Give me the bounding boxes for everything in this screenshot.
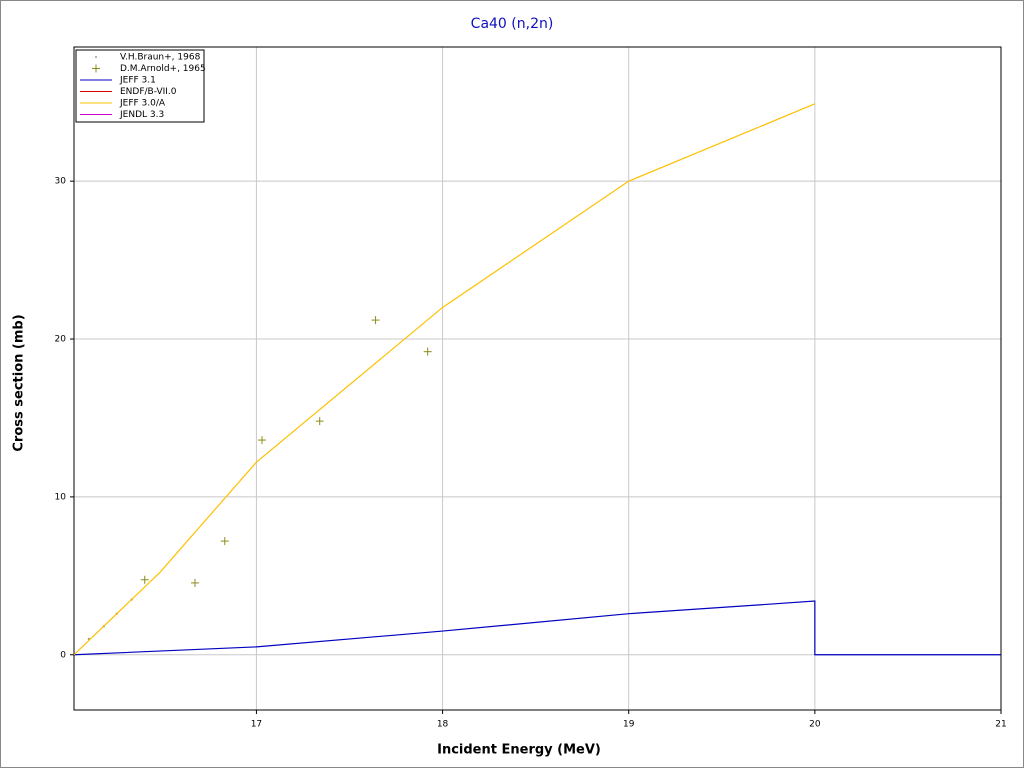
y-tick-label: 10 (55, 492, 67, 502)
y-tick-label: 20 (55, 335, 67, 345)
x-tick-label: 19 (623, 720, 635, 730)
series-line (73, 103, 816, 656)
x-axis-label: Incident Energy (MeV) (437, 743, 601, 758)
legend-label: JEFF 3.1 (119, 76, 156, 86)
data-point (371, 316, 380, 325)
legend-label: JEFF 3.0/A (119, 99, 166, 109)
data-point (315, 417, 324, 426)
legend-label: ENDF/B-VII.0 (120, 87, 177, 97)
data-point (190, 578, 199, 587)
x-tick-label: 17 (251, 720, 262, 730)
legend-swatch (95, 56, 97, 58)
legend-box (75, 49, 205, 123)
plot-border (73, 46, 1002, 711)
data-point (423, 347, 432, 356)
x-tick-label: 20 (809, 720, 821, 730)
chart-title: Ca40 (n,2n) (471, 16, 554, 32)
y-tick-label: 30 (55, 177, 67, 187)
series-line (73, 600, 1001, 656)
legend-label: V.H.Braun+, 1968 (120, 53, 201, 63)
data-point (92, 64, 100, 73)
legend-label: D.M.Arnold+, 1965 (120, 64, 206, 74)
data-point (258, 436, 267, 445)
y-axis-label: Cross section (mb) (12, 314, 27, 451)
data-point (140, 575, 149, 584)
y-tick-label: 0 (60, 650, 66, 660)
x-tick-label: 21 (995, 720, 1006, 730)
data-point (220, 537, 229, 546)
legend-label: JENDL 3.3 (119, 110, 164, 120)
x-tick-label: 18 (437, 720, 449, 730)
